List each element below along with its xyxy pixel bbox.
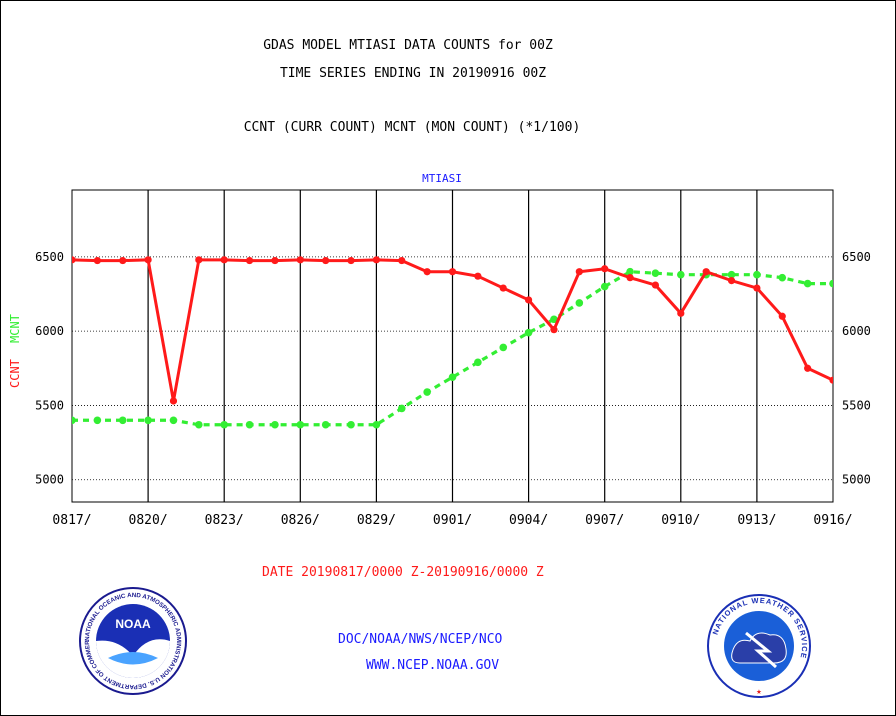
- data-point-ccnt: [347, 256, 355, 265]
- noaa-logo-icon: NOAA NATIONAL OCEANIC AND ATMOSPHERIC AD…: [78, 586, 187, 695]
- data-point-mcnt: [575, 299, 584, 307]
- y-tick-label-left: 5000: [35, 473, 64, 487]
- x-tick-label: 0916/: [813, 513, 852, 528]
- data-point-mcnt: [499, 343, 508, 352]
- data-point-mcnt: [626, 267, 634, 276]
- credit-organization: DOC/NOAA/NWS/NCEP/NCO: [338, 632, 503, 647]
- data-point-ccnt: [296, 256, 304, 264]
- data-point-ccnt: [169, 397, 178, 405]
- y-tick-label-right: 6500: [842, 250, 871, 264]
- data-point-ccnt: [677, 309, 685, 317]
- data-point-mcnt: [524, 328, 533, 337]
- x-tick-label: 0901/: [433, 513, 472, 528]
- y-tick-label-right: 5500: [842, 398, 871, 412]
- y-tick-label-left: 6000: [35, 324, 64, 338]
- chart-title-line1: GDAS MODEL MTIASI DATA COUNTS for 00Z: [263, 38, 553, 53]
- data-point-ccnt: [72, 256, 76, 264]
- y-tick-label-left: 6500: [35, 250, 64, 264]
- x-tick-label: 0907/: [585, 513, 624, 528]
- data-point-ccnt: [575, 268, 583, 276]
- data-point-ccnt: [651, 281, 660, 289]
- x-tick-label: 0913/: [737, 513, 776, 528]
- data-point-mcnt: [423, 388, 431, 396]
- data-point-mcnt: [397, 404, 406, 413]
- data-point-mcnt: [677, 270, 685, 279]
- data-point-mcnt: [372, 420, 381, 429]
- data-point-mcnt: [118, 416, 127, 425]
- data-point-mcnt: [220, 420, 228, 429]
- x-tick-label: 0904/: [509, 513, 548, 528]
- data-point-ccnt: [778, 312, 786, 320]
- noaa-logo-center-text: NOAA: [115, 617, 151, 631]
- data-point-ccnt: [727, 277, 736, 285]
- x-tick-label: 0910/: [661, 513, 700, 528]
- data-point-mcnt: [829, 279, 833, 288]
- x-tick-label: 0823/: [205, 513, 244, 528]
- data-point-mcnt: [144, 416, 152, 425]
- y-axis-label-mcnt: MCNT: [8, 314, 22, 343]
- data-point-ccnt: [220, 256, 228, 264]
- data-point-ccnt: [525, 296, 533, 304]
- data-point-mcnt: [347, 420, 355, 429]
- data-point-ccnt: [829, 376, 833, 384]
- data-point-ccnt: [550, 326, 558, 334]
- chart-subtitle: CCNT (CURR COUNT) MCNT (MON COUNT) (*1/1…: [243, 120, 581, 135]
- y-tick-label-right: 6000: [842, 324, 871, 338]
- data-point-ccnt: [144, 256, 152, 264]
- data-point-ccnt: [398, 256, 406, 265]
- x-tick-label: 0817/: [52, 513, 91, 528]
- data-point-mcnt: [169, 416, 178, 425]
- data-point-ccnt: [474, 272, 482, 280]
- data-point-mcnt: [600, 282, 609, 291]
- data-point-mcnt: [727, 270, 736, 279]
- data-point-mcnt: [778, 273, 787, 282]
- data-point-mcnt: [550, 315, 558, 324]
- data-point-ccnt: [601, 265, 609, 273]
- data-point-ccnt: [499, 284, 507, 292]
- data-point-ccnt: [804, 364, 812, 372]
- data-point-ccnt: [271, 256, 279, 265]
- x-tick-label: 0829/: [357, 513, 396, 528]
- credit-website[interactable]: WWW.NCEP.NOAA.GOV: [366, 658, 500, 673]
- data-point-ccnt: [626, 274, 634, 282]
- data-point-mcnt: [93, 416, 102, 425]
- svg-text:★: ★: [756, 687, 762, 697]
- data-point-mcnt: [271, 420, 279, 429]
- data-point-ccnt: [245, 256, 254, 265]
- data-point-ccnt: [702, 268, 710, 276]
- data-point-mcnt: [195, 420, 203, 429]
- y-tick-label-left: 5500: [35, 398, 64, 412]
- data-point-ccnt: [93, 256, 101, 265]
- data-point-ccnt: [423, 268, 431, 276]
- y-tick-label-right: 5000: [842, 473, 871, 487]
- panel-title: MTIASI: [422, 172, 462, 185]
- data-point-mcnt: [753, 270, 761, 279]
- y-axis-label-ccnt: CCNT: [8, 359, 22, 388]
- data-point-ccnt: [195, 256, 203, 264]
- data-point-mcnt: [803, 279, 812, 288]
- data-point-ccnt: [448, 268, 457, 276]
- data-point-ccnt: [753, 284, 761, 292]
- x-tick-label: 0826/: [281, 513, 320, 528]
- x-tick-label: 0820/: [129, 513, 168, 528]
- data-point-mcnt: [72, 416, 76, 425]
- data-point-ccnt: [372, 256, 380, 264]
- data-point-mcnt: [321, 420, 330, 429]
- data-point-ccnt: [322, 256, 330, 265]
- data-point-mcnt: [651, 269, 660, 278]
- data-point-mcnt: [474, 358, 482, 367]
- data-point-ccnt: [119, 256, 127, 265]
- date-range-label: DATE 20190817/0000 Z-20190916/0000 Z: [262, 565, 544, 580]
- data-point-mcnt: [296, 420, 305, 429]
- data-point-mcnt: [245, 420, 254, 429]
- chart-title-line2: TIME SERIES ENDING IN 20190916 00Z: [279, 66, 547, 81]
- data-point-mcnt: [448, 373, 457, 382]
- nws-logo-icon: NATIONAL WEATHER SERVICE ★: [707, 594, 811, 698]
